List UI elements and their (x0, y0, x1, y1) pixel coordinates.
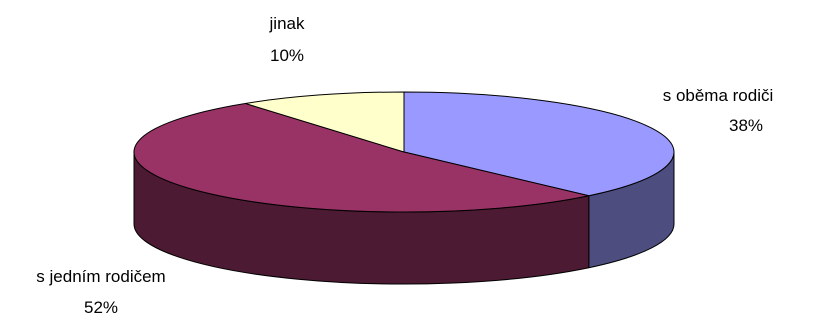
pie-side-walls (133, 151, 675, 285)
pie-labels: s oběma rodiči 38% s jedním rodičem 52% … (36, 14, 773, 317)
slice-percent-both-parents: 38% (729, 116, 763, 135)
pie-top-slices (133, 91, 675, 213)
slice-label-one-parent: s jedním rodičem (36, 267, 165, 286)
slice-percent-one-parent: 52% (84, 298, 118, 317)
pie-slice-other (244, 91, 405, 153)
slice-label-other: jinak (269, 14, 305, 33)
slice-label-both-parents: s oběma rodiči (663, 86, 774, 105)
pie-slice-both-parents (403, 91, 675, 197)
pie-slice-one-parent (133, 102, 590, 213)
slice-percent-other: 10% (270, 46, 304, 65)
